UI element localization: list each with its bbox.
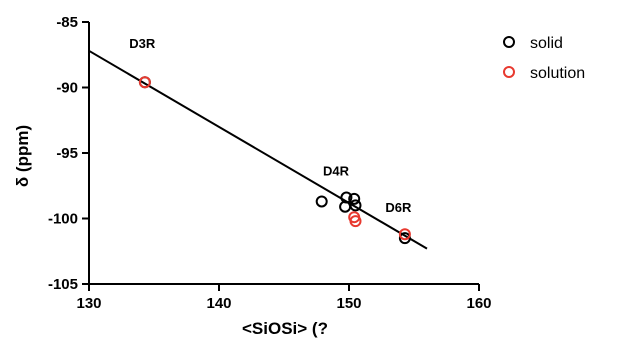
legend: solid solution <box>503 35 585 82</box>
y-tick-label: -90 <box>56 80 78 97</box>
data-point-solid <box>349 199 362 212</box>
y-axis-label: δ (ppm) <box>13 125 32 187</box>
x-tick-label: 130 <box>76 295 101 312</box>
legend-label-solid: solid <box>530 35 563 52</box>
annotation-d4r: D4R <box>323 163 350 178</box>
annotation-d6r: D6R <box>385 200 412 215</box>
data-point-solution <box>349 215 362 228</box>
data-point-solid <box>315 195 328 208</box>
axes: 130 140 150 160 -85 -90 -95 -100 -105 <box>48 14 492 312</box>
y-tick-label: -105 <box>48 276 78 293</box>
annotation-d3r: D3R <box>129 36 156 51</box>
x-axis-label: <SiOSi> (? <box>242 319 328 338</box>
data-point-solution <box>398 228 411 241</box>
legend-marker-solid <box>503 36 515 48</box>
legend-label-solution: solution <box>530 65 585 82</box>
x-tick-label: 160 <box>466 295 491 312</box>
data-point-solution <box>138 76 151 89</box>
y-tick-label: -100 <box>48 211 78 228</box>
data-point-solid <box>398 232 411 245</box>
y-tick-label: -95 <box>56 145 78 162</box>
x-tick-label: 140 <box>206 295 231 312</box>
y-tick-label: -85 <box>56 14 78 31</box>
data-point-solid <box>348 192 361 205</box>
x-tick-label: 150 <box>336 295 361 312</box>
fit-line <box>88 49 428 250</box>
fit-line-group <box>88 49 428 250</box>
legend-marker-solution <box>503 66 515 78</box>
data-points <box>138 76 411 245</box>
annotations: D3R D4R D6R <box>129 36 412 215</box>
